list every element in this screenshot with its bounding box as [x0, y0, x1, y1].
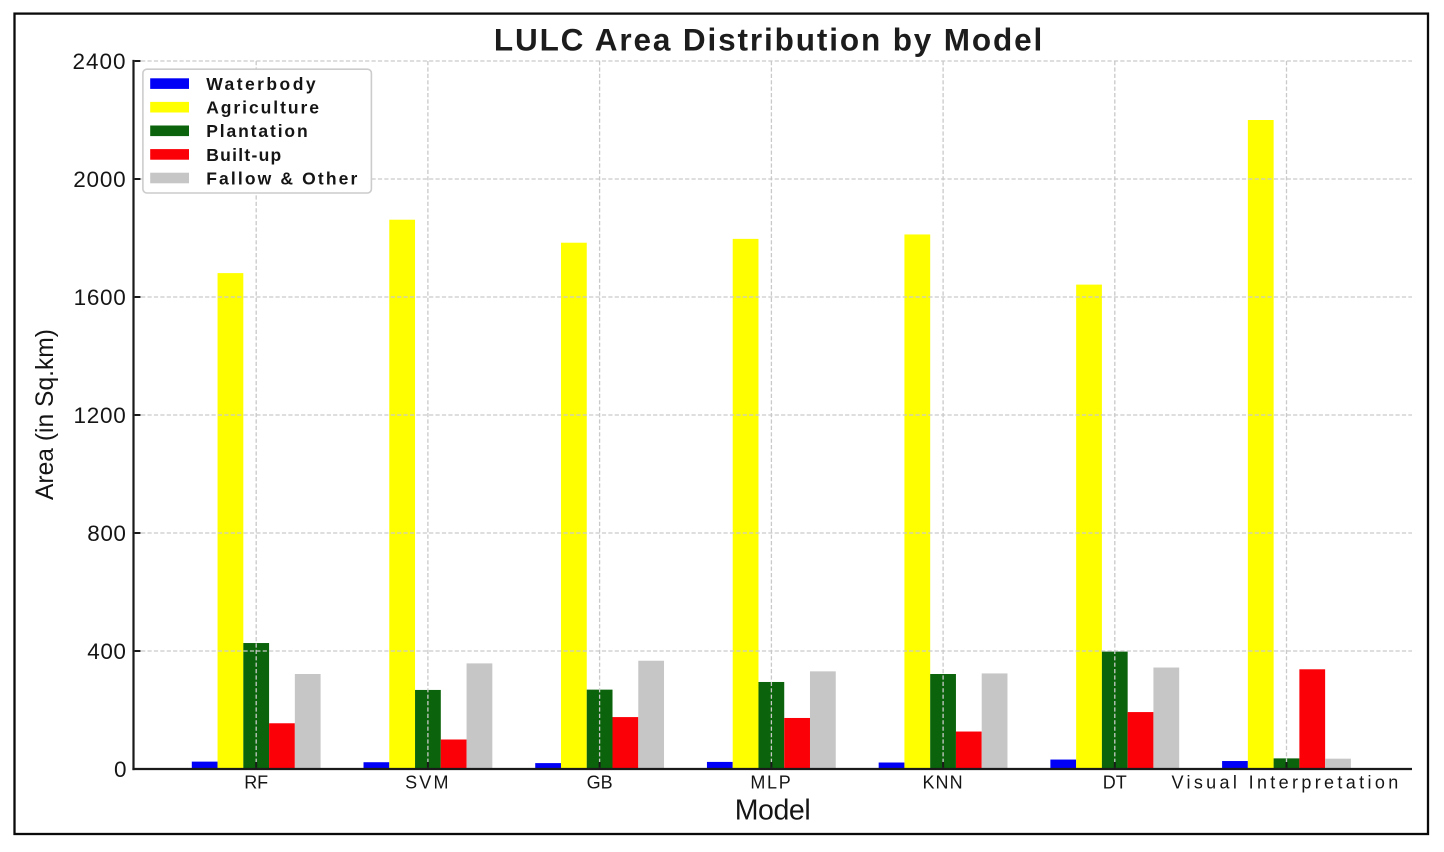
svg-text:DT: DT: [1103, 773, 1127, 793]
svg-text:Agriculture: Agriculture: [206, 98, 321, 118]
svg-text:2000: 2000: [73, 167, 126, 192]
svg-text:1200: 1200: [73, 403, 126, 428]
svg-text:KNN: KNN: [922, 773, 963, 793]
svg-text:2400: 2400: [72, 49, 126, 74]
svg-text:RF: RF: [244, 773, 268, 793]
svg-text:Built-up: Built-up: [206, 145, 282, 165]
svg-text:Plantation: Plantation: [206, 121, 309, 141]
svg-text:LULC Area Distribution by Mode: LULC Area Distribution by Model: [494, 22, 1044, 58]
svg-text:Area (in Sq.km): Area (in Sq.km): [32, 329, 59, 500]
svg-text:GB: GB: [587, 773, 613, 793]
svg-text:1600: 1600: [74, 285, 127, 310]
svg-text:Model: Model: [735, 795, 810, 827]
svg-text:400: 400: [87, 639, 126, 664]
svg-text:SVM: SVM: [405, 773, 450, 793]
svg-text:0: 0: [114, 757, 127, 782]
svg-text:MLP: MLP: [750, 773, 792, 793]
svg-text:Fallow & Other: Fallow & Other: [206, 168, 359, 188]
svg-text:Visual Interpretation: Visual Interpretation: [1171, 773, 1401, 793]
svg-text:800: 800: [87, 521, 126, 546]
svg-text:Waterbody: Waterbody: [206, 74, 318, 94]
